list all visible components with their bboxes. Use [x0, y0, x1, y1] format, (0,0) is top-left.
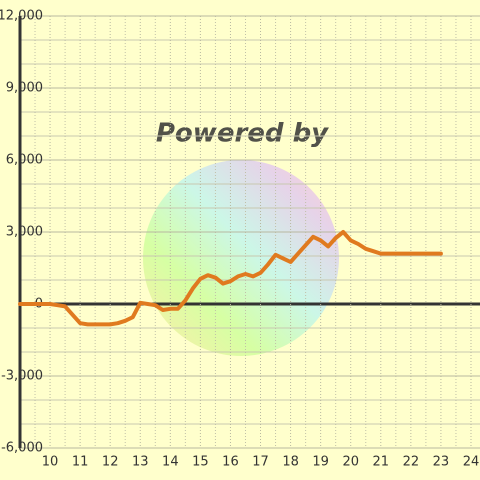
x-tick-label: 17	[252, 455, 269, 470]
x-tick-label: 20	[342, 455, 359, 470]
x-tick-label: 23	[433, 455, 450, 470]
watermark-logo	[143, 160, 339, 356]
x-tick-label: 10	[42, 455, 59, 470]
watermark: Powered by	[156, 119, 329, 149]
x-tick-label: 11	[72, 455, 89, 470]
x-tick-label: 13	[132, 455, 149, 470]
data-line	[18, 230, 443, 327]
y-tick-label: 6,000	[6, 153, 43, 168]
x-tick-label: 12	[102, 455, 119, 470]
x-tick-label: 14	[162, 455, 179, 470]
x-tick-label: 15	[192, 455, 209, 470]
y-tick-label: 3,000	[6, 225, 43, 240]
x-tick-label: 18	[282, 455, 299, 470]
x-tick-label: 21	[373, 455, 390, 470]
y-tick-label: -6,000	[1, 441, 43, 456]
x-tick-label: 24	[463, 455, 480, 470]
x-tick-label: 19	[312, 455, 329, 470]
x-tick-label: 22	[403, 455, 420, 470]
x-tick-label: 16	[222, 455, 239, 470]
y-tick-label: 9,000	[6, 81, 43, 96]
y-tick-label: -3,000	[1, 369, 43, 384]
